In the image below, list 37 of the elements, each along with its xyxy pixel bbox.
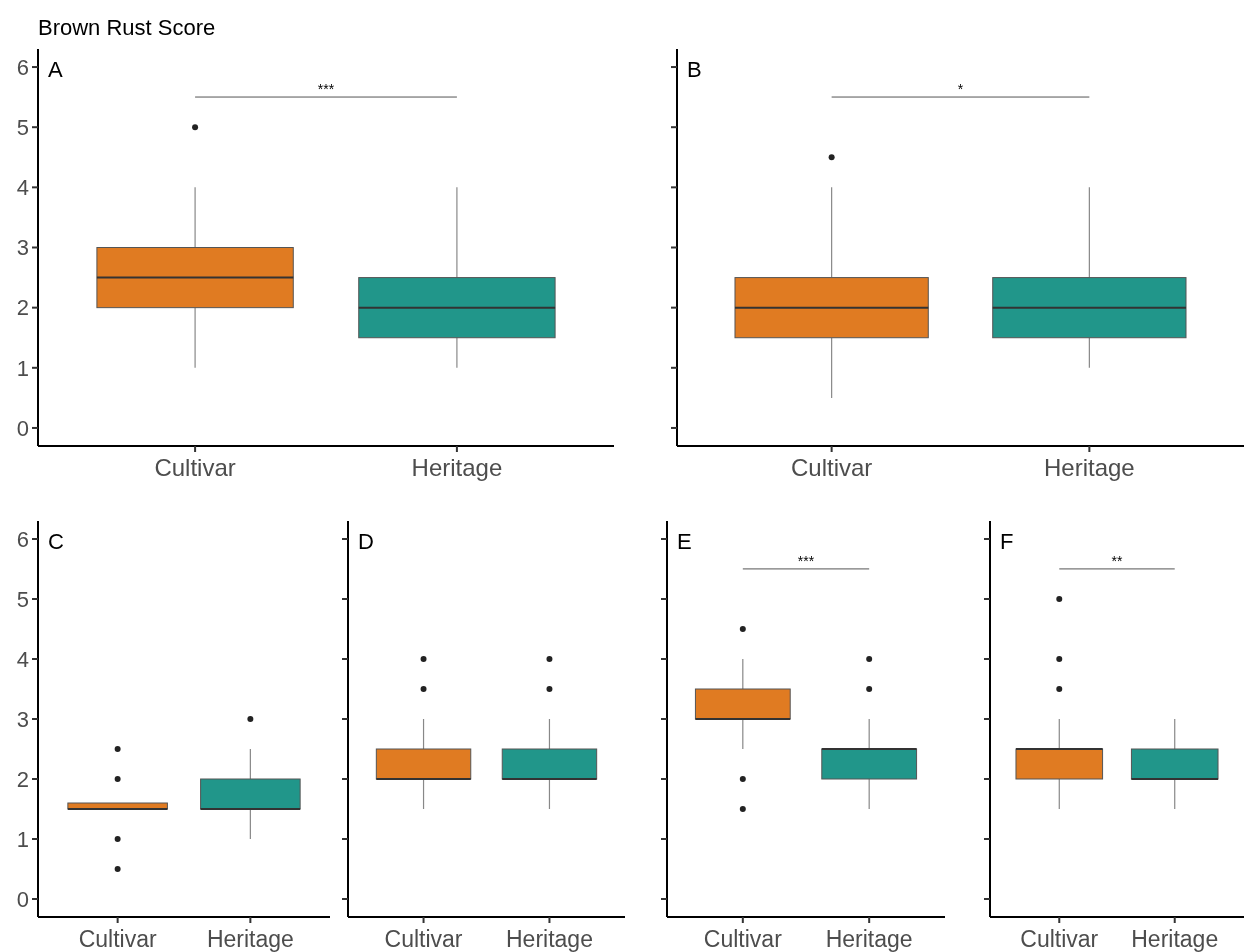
chart-title: E bbox=[677, 529, 692, 554]
y-tick-label: 3 bbox=[16, 706, 29, 732]
y-tick-label: 6 bbox=[16, 54, 29, 80]
chart-title: A bbox=[48, 57, 63, 82]
y-tick-label: 4 bbox=[16, 646, 29, 672]
y-tick-label: 4 bbox=[16, 175, 29, 201]
x-tick-label: Cultivar bbox=[790, 454, 873, 481]
x-tick-label: Heritage bbox=[1131, 926, 1219, 952]
annotation: ** bbox=[1111, 552, 1123, 569]
x-tick-label: Cultivar bbox=[78, 926, 157, 952]
x-tick-label: Heritage bbox=[411, 454, 503, 481]
chart-title: F bbox=[1000, 529, 1014, 554]
x-tick-label: Cultivar bbox=[384, 926, 463, 952]
y-tick-label: 0 bbox=[16, 886, 29, 912]
y-tick-label: 5 bbox=[16, 586, 29, 612]
y-tick-label: 6 bbox=[16, 526, 29, 552]
y-axis-title: Brown Rust Score bbox=[38, 15, 216, 40]
y-tick-label: 3 bbox=[16, 235, 29, 261]
annotation: *** bbox=[317, 81, 335, 98]
chart-title: C bbox=[48, 529, 64, 554]
x-tick-label: Heritage bbox=[825, 926, 913, 952]
x-tick-label: Cultivar bbox=[703, 926, 783, 952]
y-tick-label: 1 bbox=[16, 355, 29, 381]
x-tick-label: Cultivar bbox=[154, 454, 236, 481]
x-tick-label: Cultivar bbox=[1020, 926, 1099, 952]
annotation: *** bbox=[797, 552, 815, 569]
y-tick-label: 1 bbox=[16, 826, 29, 852]
y-tick-label: 2 bbox=[16, 295, 29, 321]
y-tick-label: 5 bbox=[16, 114, 29, 140]
annotation: * bbox=[957, 81, 964, 98]
x-tick-label: Heritage bbox=[1044, 454, 1135, 481]
chart-title: B bbox=[687, 57, 702, 82]
x-tick-label: Heritage bbox=[206, 926, 294, 952]
y-tick-label: 2 bbox=[16, 766, 29, 792]
chart-title: D bbox=[358, 529, 374, 554]
y-tick-label: 0 bbox=[16, 415, 29, 441]
x-tick-label: Heritage bbox=[505, 926, 593, 952]
